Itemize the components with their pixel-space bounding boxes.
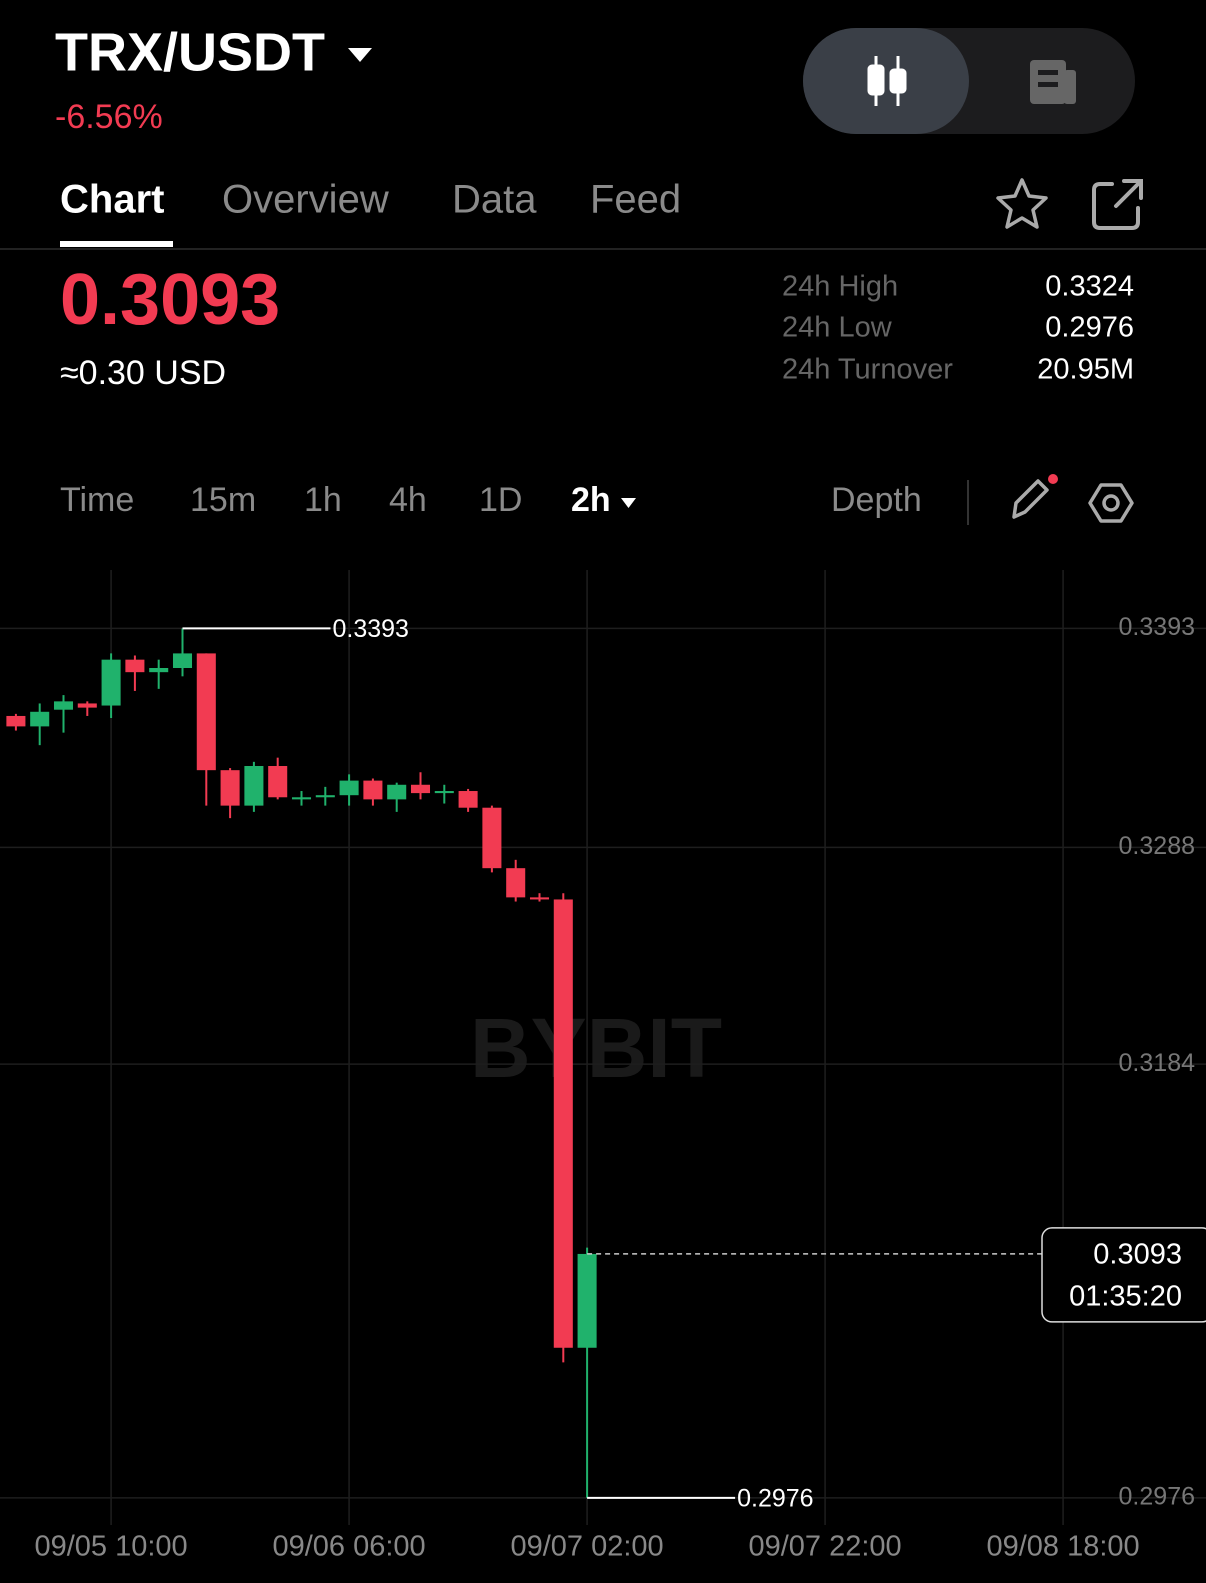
y-tick-label: 0.3393 <box>1119 613 1195 641</box>
interval[interactable]: 15m <box>190 481 256 519</box>
interval[interactable]: 1D <box>479 481 522 519</box>
y-tick-label: 0.2976 <box>1119 1483 1195 1511</box>
candle-body <box>220 770 240 806</box>
last-price: 0.3093 <box>60 260 280 340</box>
candle-body <box>149 668 169 673</box>
tab-underline <box>60 241 173 247</box>
interval-arrow[interactable] <box>621 498 636 508</box>
candle-body <box>410 784 431 794</box>
candle-body <box>196 653 216 771</box>
badge-dot <box>1048 474 1058 484</box>
last-price-box <box>1041 1227 1206 1323</box>
candle-body <box>30 711 50 727</box>
stat-value: 20.95M <box>1037 354 1134 386</box>
candle-body <box>291 797 312 800</box>
y-tick-label: 0.3184 <box>1119 1049 1196 1077</box>
candle-body <box>101 659 121 706</box>
x-tick-label: 09/07 02:00 <box>510 1531 663 1563</box>
x-tick-label: 09/07 22:00 <box>748 1531 901 1563</box>
draw-icon[interactable] <box>1012 479 1049 519</box>
interval[interactable]: 2h <box>571 481 611 519</box>
candlestick-chart: 0.3393 0.3288 0.3184 0.2976 09/05 10:00 09/06… <box>0 570 1206 1563</box>
toggle-chart[interactable] <box>803 28 969 134</box>
interval[interactable]: 4h <box>389 481 427 519</box>
candle-body <box>506 868 526 898</box>
tab[interactable]: Overview <box>222 178 389 222</box>
usd-price: ≈0.30 USD <box>60 354 226 392</box>
candle-body <box>577 1253 597 1348</box>
stat-value: 0.2976 <box>1045 312 1134 344</box>
candle-body <box>125 659 145 673</box>
candle-body <box>6 715 26 727</box>
candle-body <box>363 780 383 800</box>
share-icon[interactable] <box>1092 179 1143 230</box>
x-tick-label: 09/05 10:00 <box>34 1531 187 1563</box>
candle-body <box>77 703 97 708</box>
y-tick-label: 0.3288 <box>1119 832 1195 860</box>
depth[interactable]: Depth <box>831 481 922 519</box>
interval[interactable]: 1h <box>304 481 342 519</box>
tab[interactable]: Data <box>452 178 537 222</box>
tab[interactable]: Chart <box>60 178 164 222</box>
stat-label: 24h Low <box>782 312 893 344</box>
x-tick-label: 09/06 06:00 <box>272 1531 425 1563</box>
candle-icon <box>867 56 907 106</box>
candle-body <box>458 791 478 808</box>
candle-body <box>529 897 550 900</box>
star-icon[interactable] <box>996 178 1048 229</box>
pair-title[interactable]: TRX/USDT <box>55 22 325 82</box>
change: -6.56% <box>55 98 163 136</box>
news-icon[interactable] <box>1030 60 1076 104</box>
countdown: 01:35:20 <box>1069 1281 1182 1313</box>
candle-body <box>482 807 502 869</box>
candle-body <box>315 795 335 798</box>
candle-body <box>434 791 454 794</box>
last-price-label: 0.3093 <box>1093 1239 1182 1271</box>
candle-body <box>244 766 264 806</box>
candle-body <box>553 899 573 1348</box>
stat-label: 24h Turnover <box>782 354 953 386</box>
tab[interactable]: Feed <box>590 178 681 222</box>
dropdown-arrow[interactable] <box>348 48 372 62</box>
x-tick-label: 09/08 18:00 <box>986 1531 1139 1563</box>
candle-body <box>268 766 288 798</box>
high-label: 0.3393 <box>333 615 409 643</box>
candle-body <box>172 653 193 669</box>
low-label: 0.2976 <box>737 1485 813 1513</box>
candle-body <box>387 784 407 800</box>
stat-label: 24h High <box>782 271 898 303</box>
candle-body <box>53 701 74 710</box>
candle-body <box>339 780 359 796</box>
watermark: BYBIT <box>470 1001 722 1095</box>
interval[interactable]: Time <box>60 481 134 519</box>
settings-icon[interactable] <box>1088 483 1134 523</box>
stat-value: 0.3324 <box>1045 271 1134 303</box>
